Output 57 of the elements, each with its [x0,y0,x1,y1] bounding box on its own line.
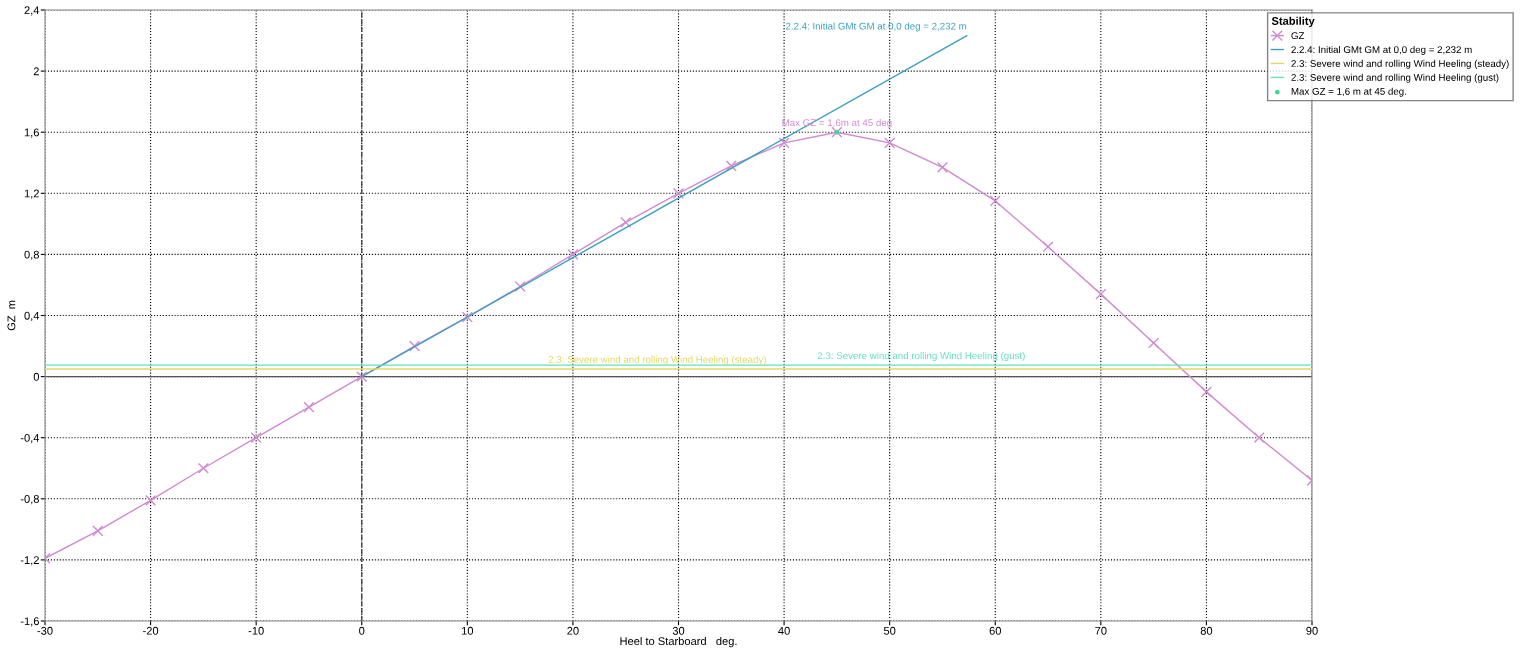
x-tick-label: -10 [248,626,264,635]
legend-label: GZ [1291,32,1305,40]
x-tick-label: 40 [778,626,790,635]
y-tick-label: -1,6 [20,617,39,627]
point [936,161,949,173]
point [725,160,737,172]
point [778,137,790,149]
point [620,216,632,228]
point [1253,432,1265,444]
legend-title: Stability [1271,16,1315,28]
point [989,195,1001,207]
x-tick-label: -30 [37,626,53,635]
x-tick-label: 70 [1095,626,1107,635]
annotation: 2.3: Severe wind and rolling Wind Heeling (gust) [817,351,1025,361]
x-tick-label: 30 [672,626,685,635]
legend-label: 2.3: Severe wind and rolling Wind Heeling (gust) [1291,73,1499,83]
x-tick-label: 20 [567,626,579,635]
legend-label: 2.2.4: Initial GMt GM at 0,0 deg = 2,232 m [1291,45,1472,55]
annotation: 2.2.4: Initial GMt GM at 0,0 deg = 2,232 m [785,22,967,32]
point [567,248,579,260]
point [461,311,473,323]
point [303,401,315,413]
y-tick-label: 2,4 [24,6,40,16]
point [1200,386,1212,398]
point [514,280,526,293]
legend-label: 2.3: Severe wind and rolling Wind Heeling (steady) [1291,59,1509,69]
y-tick-label: 0,8 [24,250,39,260]
point [356,371,368,383]
y-tick-label: 1,2 [24,189,39,199]
x-tick-label: 10 [462,626,474,635]
y-tick-label: 2 [33,67,39,76]
x-tick-label: 90 [1306,626,1318,635]
point [884,137,896,149]
y-tick-label: -0,4 [20,433,40,444]
y-tick-label: -1,2 [20,556,39,566]
point [1095,288,1107,300]
x-tick-label: 50 [883,626,896,635]
x-tick-label: -20 [143,626,159,635]
y-axis-title: GZ m [7,300,16,331]
point [92,525,104,537]
point [1042,241,1054,253]
point [1148,337,1160,349]
x-axis-title: Heel to Starboard deg. [620,636,737,648]
y-tick-label: 0 [33,372,40,381]
point [197,462,209,474]
point [408,340,421,352]
x-tick-label: 0 [359,626,365,635]
y-tick-label: 1,6 [24,128,39,138]
point [250,432,262,444]
x-tick-label: 60 [989,626,1001,635]
point [145,494,157,506]
legend-label: Max GZ = 1,6 m at 45 deg. [1291,87,1406,97]
annotation: 2.3: Severe wind and rolling Wind Heeling (steady) [548,355,766,365]
point [672,187,685,199]
y-tick-label: 0,4 [24,311,40,321]
y-tick-label: -0,8 [20,495,39,505]
x-tick-label: 80 [1200,626,1213,635]
